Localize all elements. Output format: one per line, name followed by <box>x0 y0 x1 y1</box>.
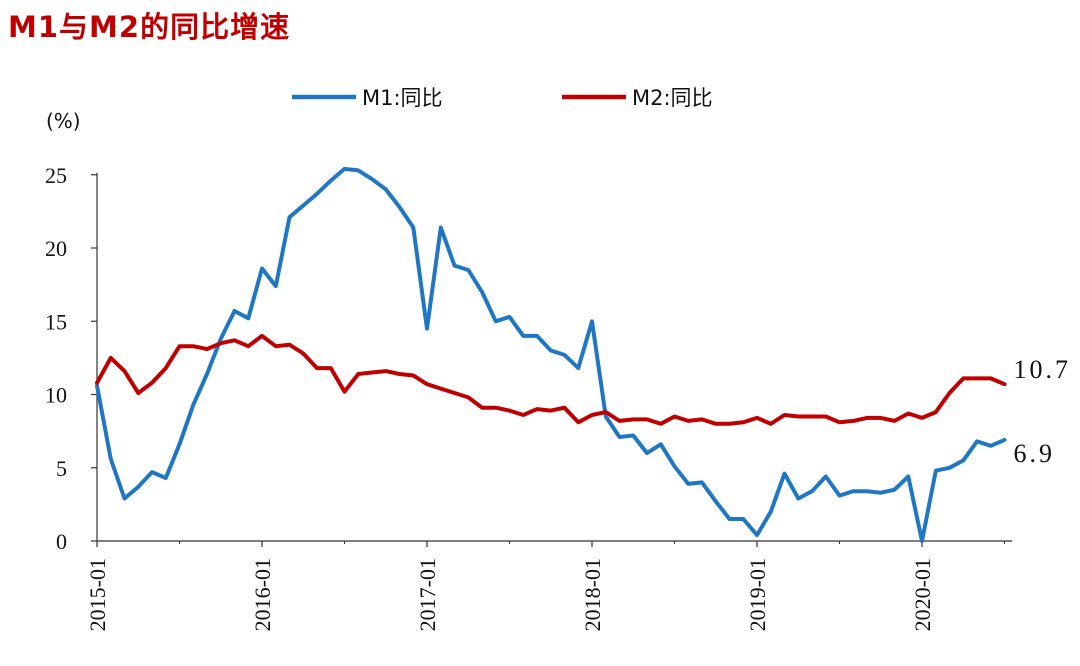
x-tick-label: 2016-01 <box>250 558 275 631</box>
series-line-m2 <box>95 333 1007 426</box>
end-value-label: 6.9 <box>1014 439 1056 468</box>
plot-area: 6.9 10.7 <box>95 166 1072 543</box>
axes: 0 5 10 15 20 25 (%) 2015-01 2016-01 2017-01 2018-0… <box>45 109 1012 631</box>
y-tick-label: 5 <box>56 456 67 481</box>
y-tick-label: 20 <box>45 236 67 261</box>
series-line-m1 <box>95 166 1007 543</box>
legend: M1:同比 M2:同比 <box>292 86 713 110</box>
legend-label: M1:同比 <box>362 86 443 110</box>
end-value-label: 10.7 <box>1014 355 1072 384</box>
y-tick-label: 15 <box>45 309 67 334</box>
y-tick-label: 25 <box>45 163 67 188</box>
x-tick-label: 2018-01 <box>580 558 605 631</box>
chart-title: M1与M2的同比增速 <box>8 10 291 44</box>
y-tick-label: 10 <box>45 383 67 408</box>
legend-label: M2:同比 <box>632 86 713 110</box>
x-tick-label: 2020-01 <box>910 558 935 631</box>
x-tick-label: 2019-01 <box>745 558 770 631</box>
y-axis-unit: (%) <box>46 109 81 133</box>
y-tick-label: 0 <box>56 529 67 554</box>
x-tick-label: 2017-01 <box>415 558 440 631</box>
x-tick-label: 2015-01 <box>85 558 110 631</box>
